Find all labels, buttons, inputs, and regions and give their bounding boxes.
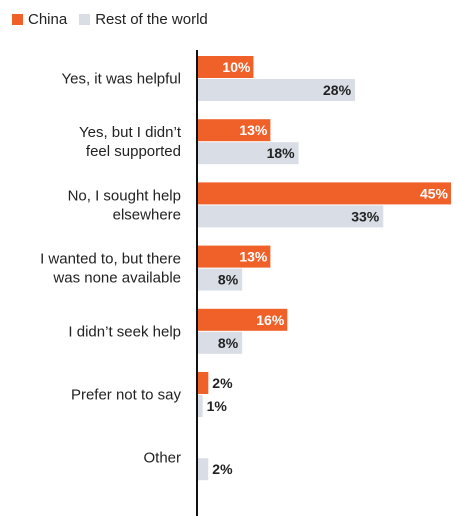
- category-label: elsewhere: [113, 206, 181, 223]
- legend-swatch: [79, 13, 91, 25]
- value-label: 16%: [256, 312, 285, 328]
- category-label: No, I sought help: [68, 187, 181, 204]
- rest-of-world-bar: [197, 205, 384, 228]
- value-label: 8%: [218, 335, 239, 351]
- rest-of-world-bar: [197, 142, 299, 165]
- value-label: 2%: [212, 375, 233, 391]
- category-label: Prefer not to say: [71, 387, 182, 404]
- category-label: was none available: [52, 270, 181, 287]
- legend-item: China: [12, 11, 67, 28]
- legend-swatch: [12, 13, 23, 25]
- china-bar: [197, 372, 209, 394]
- category-label: I wanted to, but there: [40, 251, 181, 268]
- china-bar: [197, 182, 451, 205]
- legend: China Rest of the world: [12, 9, 220, 29]
- value-label: 8%: [218, 272, 239, 288]
- rest-of-world-bar: [197, 268, 243, 291]
- china-bar: [197, 119, 271, 142]
- category-label: Yes, it was helpful: [61, 71, 181, 88]
- category-label: Other: [143, 450, 181, 467]
- legend-label: Rest of the world: [95, 10, 208, 28]
- rest-of-world-bar: [197, 395, 203, 417]
- value-label: 33%: [351, 208, 380, 224]
- value-label: 18%: [267, 145, 296, 161]
- china-bar: [197, 245, 271, 268]
- value-label: 2%: [212, 461, 233, 477]
- category-label: I didn’t seek help: [68, 323, 181, 340]
- legend-label: China: [28, 10, 68, 28]
- rest-of-world-bar: [197, 331, 243, 354]
- china-bar: [197, 56, 254, 78]
- value-label: 1%: [207, 398, 228, 414]
- rest-of-world-bar: [197, 458, 209, 481]
- value-label: 13%: [239, 122, 268, 138]
- rest-of-world-bar: [197, 79, 356, 101]
- value-label: 13%: [239, 249, 268, 265]
- value-label: 45%: [420, 185, 449, 201]
- value-label: 28%: [323, 82, 352, 98]
- legend-item: Rest of the world: [79, 11, 208, 28]
- value-label: 10%: [222, 59, 251, 75]
- china-bar: [197, 308, 288, 331]
- category-label: feel supported: [86, 143, 181, 160]
- category-label: Yes, but I didn’t: [79, 124, 182, 141]
